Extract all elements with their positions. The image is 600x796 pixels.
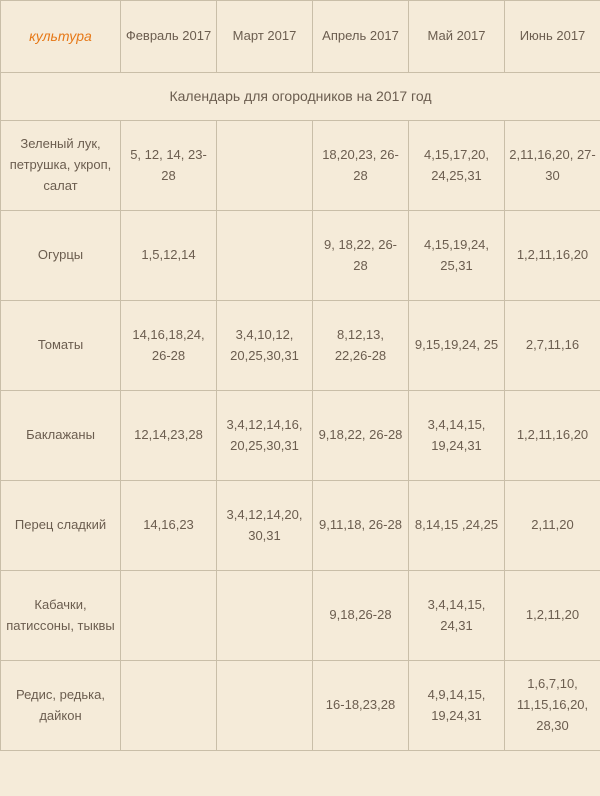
crop-name: Кабачки, патиссоны, тыквы	[1, 571, 121, 661]
cell-value: 3,4,14,15, 19,24,31	[409, 391, 505, 481]
cell-value: 4,15,17,20, 24,25,31	[409, 121, 505, 211]
cell-value: 2,11,20	[505, 481, 600, 571]
cell-value	[217, 571, 313, 661]
cell-value	[217, 211, 313, 301]
section-title-row: Календарь для огородников на 2017 год	[1, 73, 600, 121]
cell-value: 2,7,11,16	[505, 301, 600, 391]
cell-value: 12,14,23,28	[121, 391, 217, 481]
crop-name: Томаты	[1, 301, 121, 391]
section-title: Календарь для огородников на 2017 год	[1, 73, 600, 121]
month-header-mar: Март 2017	[217, 1, 313, 73]
cell-value: 5, 12, 14, 23-28	[121, 121, 217, 211]
cell-value: 8,14,15 ,24,25	[409, 481, 505, 571]
cell-value: 14,16,23	[121, 481, 217, 571]
cell-value: 1,2,11,16,20	[505, 391, 600, 481]
cell-value: 9,18,26-28	[313, 571, 409, 661]
crop-name: Огурцы	[1, 211, 121, 301]
cell-value: 3,4,12,14,16, 20,25,30,31	[217, 391, 313, 481]
cell-value: 3,4,10,12, 20,25,30,31	[217, 301, 313, 391]
cell-value: 9, 18,22, 26-28	[313, 211, 409, 301]
cell-value: 9,11,18, 26-28	[313, 481, 409, 571]
cell-value: 1,6,7,10, 11,15,16,20, 28,30	[505, 661, 600, 751]
culture-header: культура	[1, 1, 121, 73]
header-row: культура Февраль 2017 Март 2017 Апрель 2…	[1, 1, 600, 73]
crop-name: Баклажаны	[1, 391, 121, 481]
crop-name: Перец сладкий	[1, 481, 121, 571]
cell-value	[217, 661, 313, 751]
calendar-table: культура Февраль 2017 Март 2017 Апрель 2…	[0, 0, 600, 751]
table-row: Томаты 14,16,18,24, 26-28 3,4,10,12, 20,…	[1, 301, 600, 391]
cell-value: 1,2,11,20	[505, 571, 600, 661]
cell-value: 4,9,14,15, 19,24,31	[409, 661, 505, 751]
cell-value: 14,16,18,24, 26-28	[121, 301, 217, 391]
cell-value: 16-18,23,28	[313, 661, 409, 751]
month-header-jun: Июнь 2017	[505, 1, 600, 73]
table-row: Перец сладкий 14,16,23 3,4,12,14,20, 30,…	[1, 481, 600, 571]
cell-value: 9,15,19,24, 25	[409, 301, 505, 391]
month-header-feb: Февраль 2017	[121, 1, 217, 73]
cell-value: 18,20,23, 26-28	[313, 121, 409, 211]
month-header-may: Май 2017	[409, 1, 505, 73]
cell-value: 8,12,13, 22,26-28	[313, 301, 409, 391]
cell-value	[217, 121, 313, 211]
cell-value: 4,15,19,24, 25,31	[409, 211, 505, 301]
cell-value: 1,2,11,16,20	[505, 211, 600, 301]
table-row: Зеленый лук, петрушка, укроп, салат 5, 1…	[1, 121, 600, 211]
table-row: Редис, редька, дайкон 16-18,23,28 4,9,14…	[1, 661, 600, 751]
cell-value: 3,4,12,14,20, 30,31	[217, 481, 313, 571]
month-header-apr: Апрель 2017	[313, 1, 409, 73]
crop-name: Зеленый лук, петрушка, укроп, салат	[1, 121, 121, 211]
cell-value	[121, 571, 217, 661]
cell-value: 9,18,22, 26-28	[313, 391, 409, 481]
crop-name: Редис, редька, дайкон	[1, 661, 121, 751]
table-row: Кабачки, патиссоны, тыквы 9,18,26-28 3,4…	[1, 571, 600, 661]
cell-value: 3,4,14,15, 24,31	[409, 571, 505, 661]
table-row: Баклажаны 12,14,23,28 3,4,12,14,16, 20,2…	[1, 391, 600, 481]
cell-value: 2,11,16,20, 27-30	[505, 121, 600, 211]
cell-value	[121, 661, 217, 751]
table-row: Огурцы 1,5,12,14 9, 18,22, 26-28 4,15,19…	[1, 211, 600, 301]
cell-value: 1,5,12,14	[121, 211, 217, 301]
table-body: Зеленый лук, петрушка, укроп, салат 5, 1…	[1, 121, 600, 751]
